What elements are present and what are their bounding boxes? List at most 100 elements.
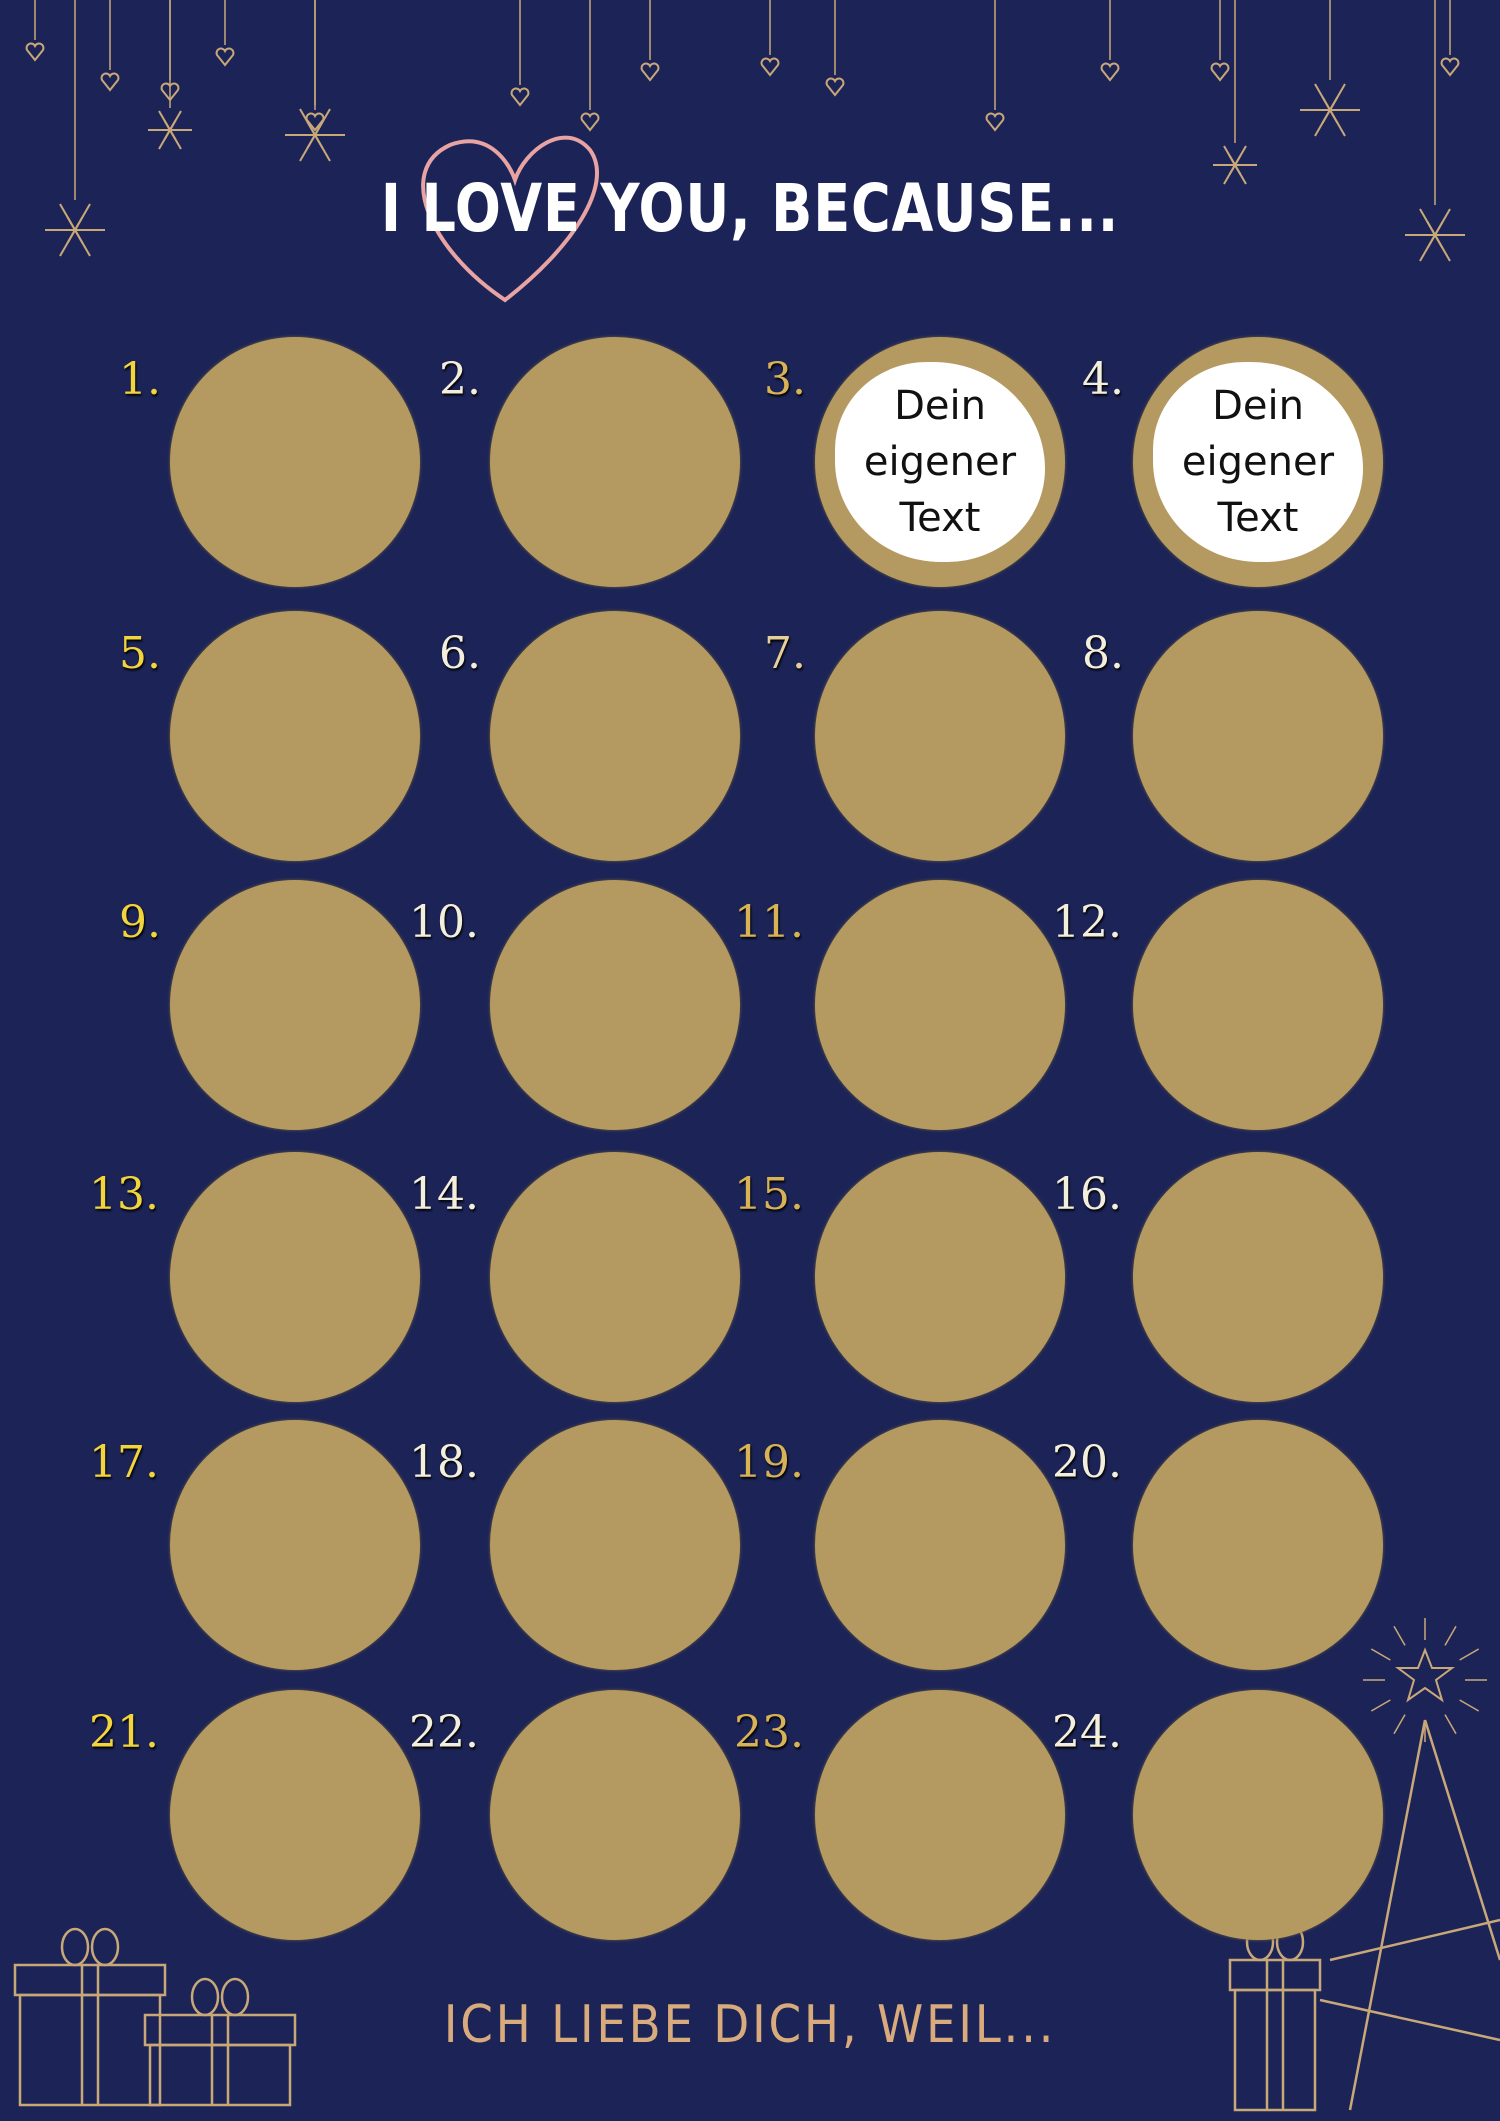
field-number: 7.: [764, 628, 806, 679]
star-ray: [1459, 1699, 1480, 1712]
field-number: 21.: [89, 1707, 159, 1758]
gift-bow: [190, 1977, 220, 2017]
field-number: 14.: [409, 1169, 479, 1220]
field-number: 23.: [734, 1707, 804, 1758]
snowflake-icon: [1434, 234, 1444, 249]
snowflake-icon: [74, 216, 84, 231]
heart-ornament-icon: [640, 62, 660, 82]
scratch-circle[interactable]: [815, 1420, 1065, 1670]
heart-ornament-icon: [1100, 62, 1120, 82]
heart-ornament-icon: [1440, 57, 1460, 77]
footer-text: ICH LIEBE DICH, WEIL...: [443, 1995, 1057, 2055]
star-ray: [1444, 1625, 1457, 1646]
scratch-circle[interactable]: [170, 611, 420, 861]
snowflake-icon: [306, 134, 316, 149]
snowflake-icon: [314, 134, 324, 149]
heart-ornament-icon: [305, 112, 325, 132]
heart-icon: [421, 135, 599, 303]
scratch-circle[interactable]: [1133, 880, 1383, 1130]
snowflake-icon: [306, 121, 316, 136]
christmas-tree-icon: [1319, 1719, 1500, 2111]
scratch-circle[interactable]: [170, 1420, 420, 1670]
star-ray: [1370, 1699, 1391, 1712]
heart-ornament-icon: [825, 77, 845, 97]
field-number: 8.: [1082, 628, 1124, 679]
page-title: I LOVE YOU, BECAUSE...: [380, 170, 1120, 247]
field-number: 20.: [1052, 1437, 1122, 1488]
scratch-circle[interactable]: Dein eigener Text: [815, 337, 1065, 587]
scratch-circle[interactable]: [1133, 1690, 1383, 1940]
snowflake-icon: [169, 129, 177, 141]
snowflake-icon: [163, 129, 171, 141]
snowflake-icon: [1321, 96, 1331, 111]
heart-ornament-icon: [985, 112, 1005, 132]
snowflake-icon: [163, 119, 171, 131]
snowflake-icon: [74, 229, 84, 244]
gift-lid: [13, 1963, 167, 1997]
gift-bow: [220, 1977, 250, 2017]
scratch-circle[interactable]: [490, 880, 740, 1130]
heart-ornament-icon: [1210, 62, 1230, 82]
field-number: 12.: [1052, 897, 1122, 948]
heart-ornament-icon: [25, 42, 45, 62]
gift-lid: [1228, 1958, 1322, 1992]
scratch-circle[interactable]: [170, 337, 420, 587]
field-number: 24.: [1052, 1707, 1122, 1758]
revealed-text: Dein eigener Text: [835, 362, 1045, 562]
gift-bow: [90, 1927, 120, 1967]
scratch-circle[interactable]: [490, 1420, 740, 1670]
snowflake-icon: [66, 229, 76, 244]
snowflake-icon: [1329, 109, 1339, 124]
scratch-circle[interactable]: [490, 611, 740, 861]
scratch-circle[interactable]: [815, 880, 1065, 1130]
field-number: 11.: [734, 897, 804, 948]
scratch-circle[interactable]: [815, 1690, 1065, 1940]
snowflake-icon: [1426, 221, 1436, 236]
field-number: 13.: [89, 1169, 159, 1220]
snowflake-icon: [1321, 109, 1331, 124]
scratch-circle[interactable]: [815, 1152, 1065, 1402]
field-number: 18.: [409, 1437, 479, 1488]
heart-ornament-icon: [760, 57, 780, 77]
field-number: 15.: [734, 1169, 804, 1220]
field-number: 1.: [119, 354, 161, 405]
heart-ornament-icon: [215, 47, 235, 67]
scratch-circle[interactable]: Dein eigener Text: [1133, 337, 1383, 587]
heart-ornament-icon: [100, 72, 120, 92]
scratch-circle[interactable]: [490, 337, 740, 587]
field-number: 4.: [1082, 354, 1124, 405]
field-number: 3.: [764, 354, 806, 405]
snowflake-icon: [66, 216, 76, 231]
gift-bow: [60, 1927, 90, 1967]
field-number: 16.: [1052, 1169, 1122, 1220]
scratch-circle[interactable]: [1133, 1420, 1383, 1670]
snowflake-icon: [1434, 221, 1444, 236]
field-number: 5.: [119, 628, 161, 679]
snowflake-icon: [1228, 154, 1236, 166]
field-number: 19.: [734, 1437, 804, 1488]
star-ray: [1393, 1625, 1406, 1646]
scratch-circle[interactable]: [490, 1690, 740, 1940]
star-ray: [1444, 1714, 1457, 1735]
field-number: 10.: [409, 897, 479, 948]
star-ray: [1370, 1648, 1391, 1661]
field-number: 6.: [439, 628, 481, 679]
snowflake-icon: [1228, 164, 1236, 176]
scratch-circle[interactable]: [170, 880, 420, 1130]
gift-lid: [143, 2013, 297, 2047]
star-icon: [1395, 1647, 1455, 1703]
scratch-circle[interactable]: [1133, 611, 1383, 861]
scratch-circle[interactable]: [490, 1152, 740, 1402]
revealed-text: Dein eigener Text: [1153, 362, 1363, 562]
field-number: 22.: [409, 1707, 479, 1758]
scratch-circle[interactable]: [170, 1690, 420, 1940]
scratch-circle[interactable]: [170, 1152, 420, 1402]
snowflake-icon: [314, 121, 324, 136]
scratch-circle[interactable]: [815, 611, 1065, 861]
heart-ornament-icon: [510, 87, 530, 107]
field-number: 17.: [89, 1437, 159, 1488]
scratch-circle[interactable]: [1133, 1152, 1383, 1402]
snowflake-icon: [169, 119, 177, 131]
star-ray: [1393, 1714, 1406, 1735]
